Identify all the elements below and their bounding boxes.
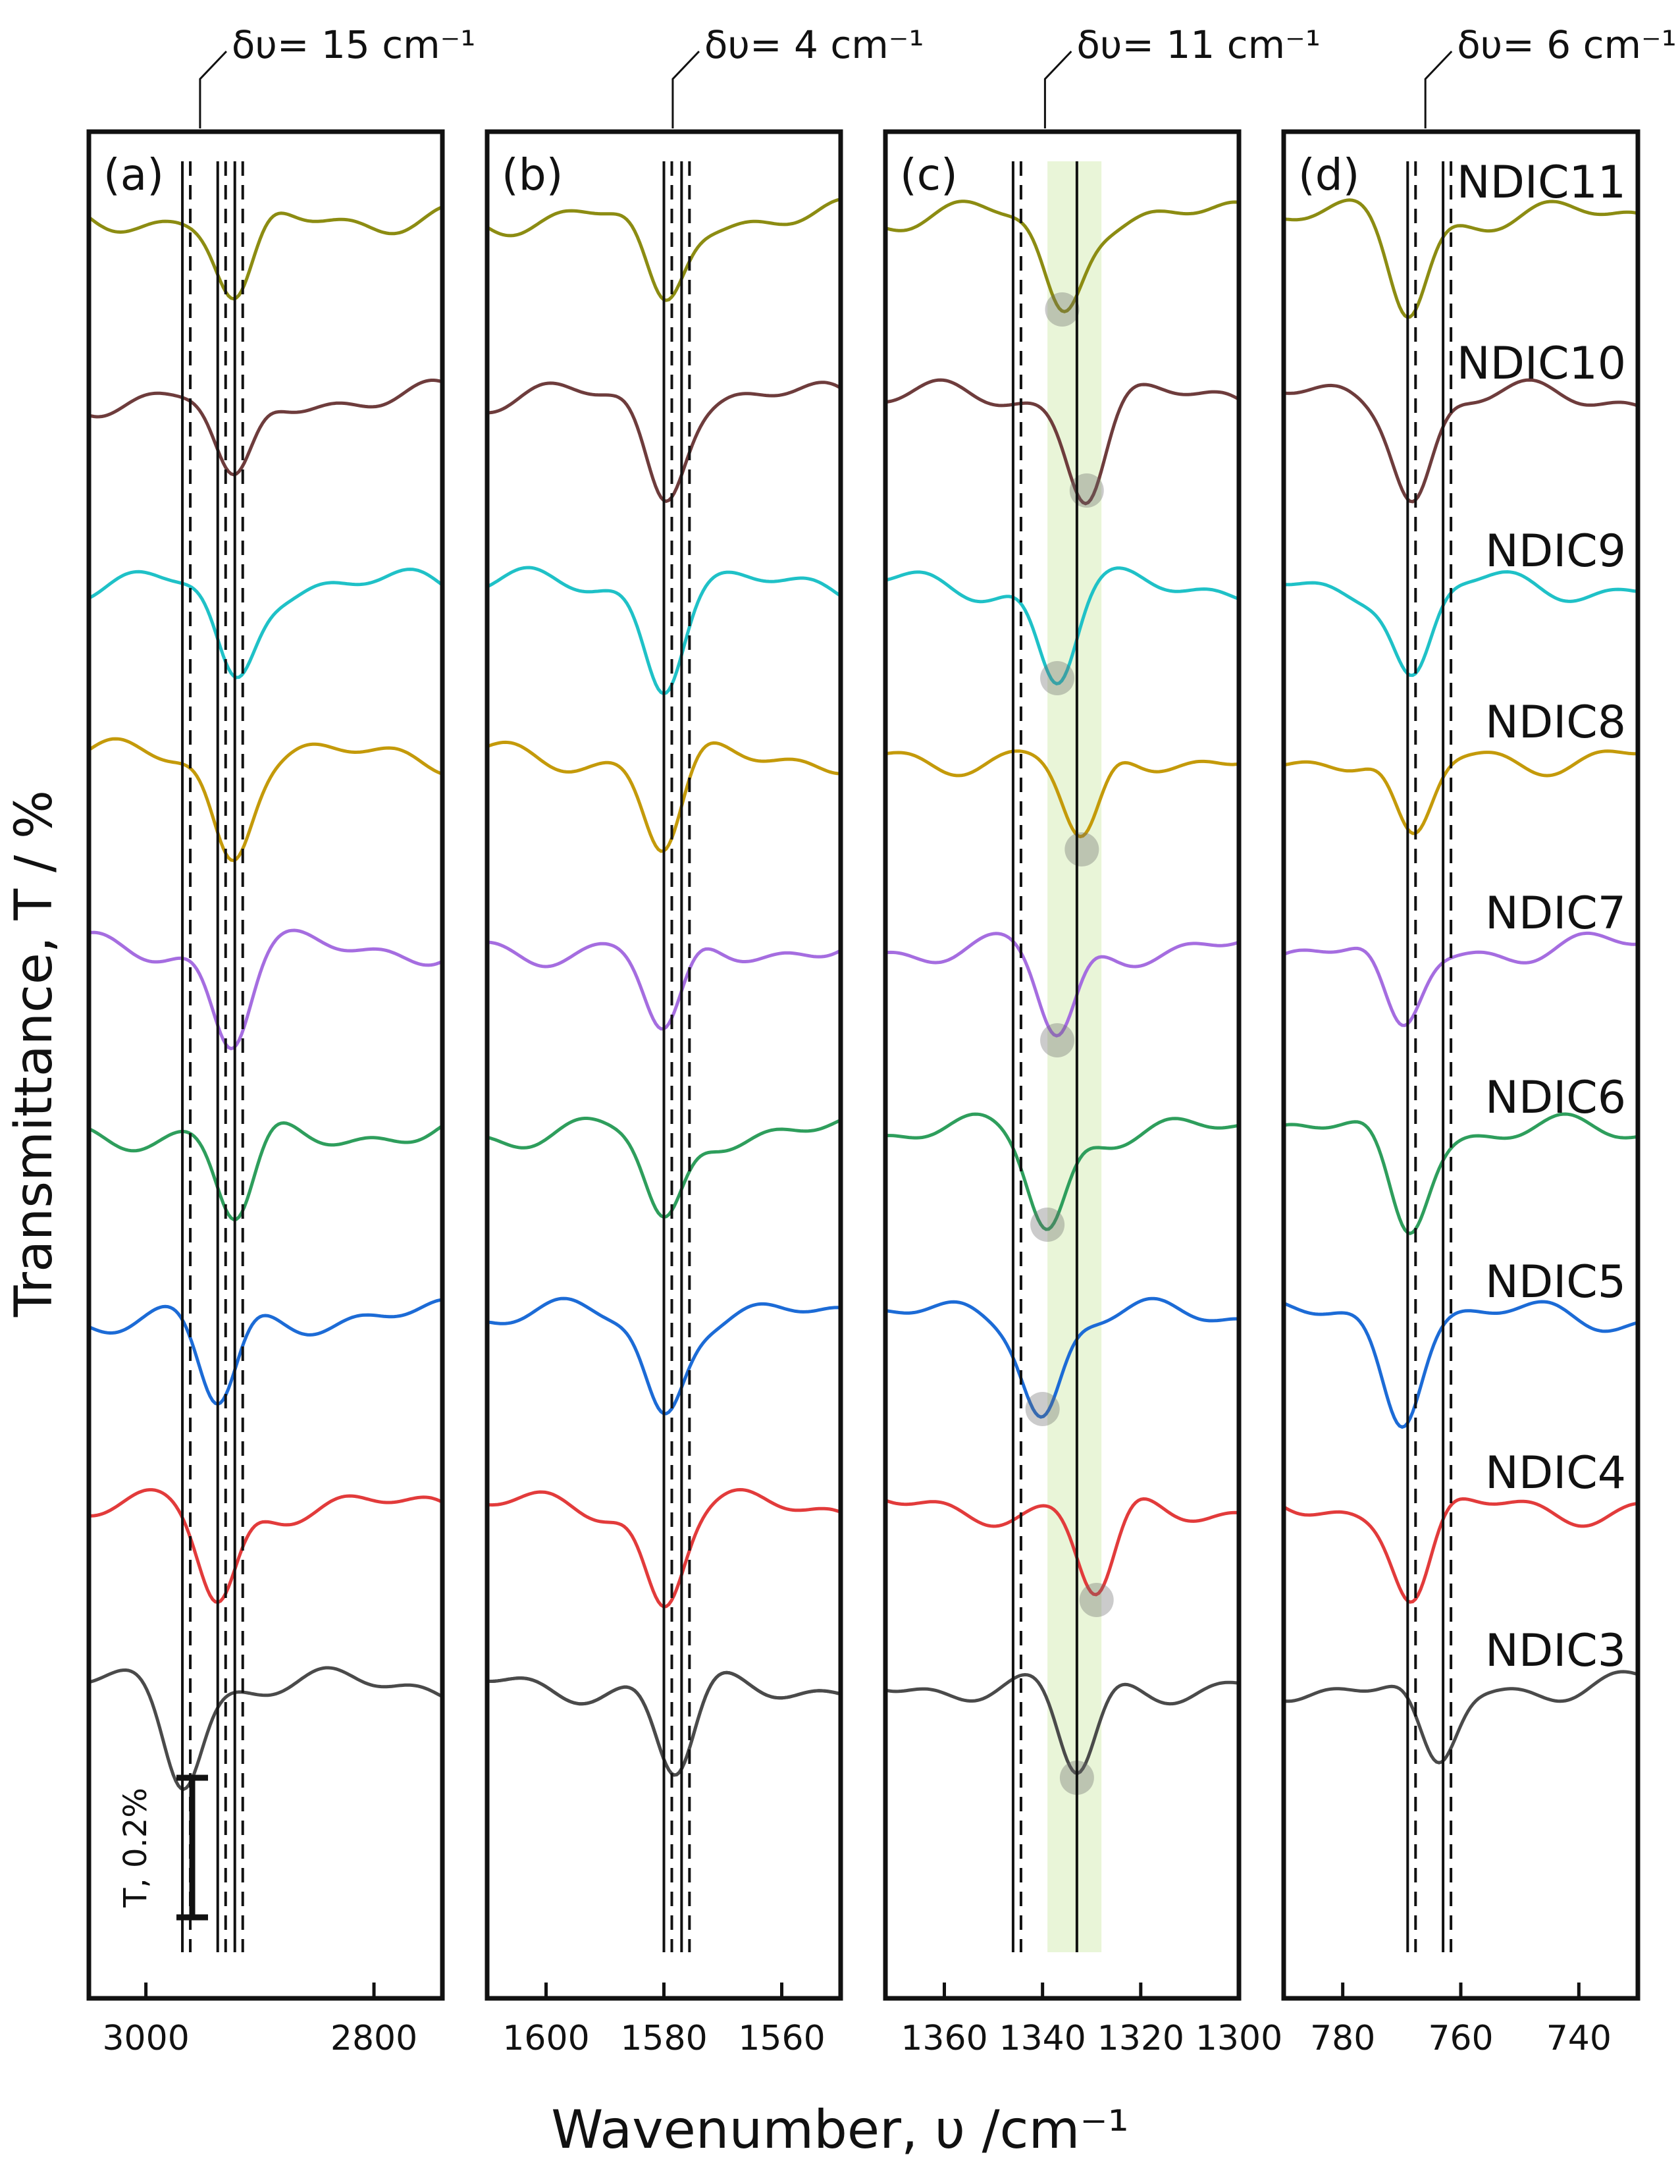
- trace-ndic10: [885, 378, 1240, 506]
- trace-ndic5: [885, 1296, 1238, 1419]
- shift-annotation: δυ= 11 cm⁻¹: [1076, 22, 1321, 67]
- x-tick-label: 740: [1546, 2019, 1612, 2058]
- shift-leader: [671, 50, 700, 128]
- trace-ndic5: [1283, 1300, 1637, 1429]
- panel-label: (d): [1298, 149, 1359, 200]
- panel-label: (c): [900, 149, 958, 200]
- trace-ndic3: [885, 1672, 1239, 1775]
- x-tick-label: 3000: [102, 2019, 189, 2058]
- trace-ndic8: [1283, 749, 1637, 836]
- y-axis-label: Transmittance, T / %: [5, 790, 64, 1318]
- x-tick-label: 1580: [620, 2019, 707, 2058]
- sample-label-ndic8: NDIC8: [1485, 697, 1626, 749]
- trace-ndic7: [885, 932, 1239, 1038]
- x-tick-label: 1560: [738, 2019, 825, 2058]
- trace-ndic8: [885, 749, 1239, 839]
- x-tick-label: 760: [1428, 2019, 1493, 2058]
- trace-ndic9: [88, 568, 443, 679]
- trace-ndic6: [1283, 1112, 1637, 1235]
- trace-ndic4: [89, 1488, 443, 1605]
- trough-marker-ndic6: [1030, 1208, 1065, 1242]
- trace-ndic4: [885, 1497, 1239, 1597]
- scale-bar-label: T, 0.2%: [117, 1788, 154, 1908]
- trace-ndic8: [88, 737, 442, 863]
- sample-labels: NDIC11 NDIC10 NDIC9 NDIC8 NDIC7 NDIC6 NDIC5 NDI…: [1457, 157, 1626, 1677]
- trace-ndic4: [1282, 1497, 1637, 1604]
- panel-frame: [883, 129, 1242, 2001]
- panels: 3000 2800 (a) δυ= 15 cm⁻¹ 1600 1580 1560 (b) δυ=…: [86, 22, 1677, 2058]
- sample-label-ndic10: NDIC10: [1457, 338, 1626, 390]
- trace-ndic6: [88, 1121, 443, 1221]
- x-tick-label: 2800: [330, 2019, 417, 2058]
- panel-label: (b): [502, 149, 563, 200]
- trace-ndic6: [885, 1112, 1239, 1231]
- shift-leader: [1043, 50, 1072, 128]
- trough-marker-ndic10: [1069, 473, 1104, 508]
- sample-label-ndic5: NDIC5: [1485, 1256, 1626, 1308]
- trace-ndic7: [88, 928, 442, 1051]
- sample-label-ndic3: NDIC3: [1485, 1625, 1626, 1677]
- trough-marker-ndic7: [1040, 1023, 1075, 1057]
- panel-c: 1360 1340 1320 1300 (c) δυ= 11 cm⁻¹: [883, 22, 1321, 2058]
- shift-leader: [1424, 50, 1453, 128]
- sample-label-ndic6: NDIC6: [1485, 1072, 1626, 1124]
- trace-ndic9: [1283, 570, 1637, 678]
- trough-marker-ndic5: [1025, 1392, 1060, 1426]
- trace-ndic7: [1283, 931, 1637, 1027]
- trace-ndic3: [88, 1666, 443, 1792]
- sample-label-ndic4: NDIC4: [1485, 1447, 1626, 1499]
- sample-label-ndic7: NDIC7: [1485, 888, 1626, 940]
- scale-bar: T, 0.2%: [117, 1774, 208, 1921]
- x-axis-label: Wavenumber, υ /cm⁻¹: [551, 2099, 1129, 2160]
- trace-ndic11: [885, 200, 1239, 313]
- trace-ndic3: [1283, 1670, 1637, 1765]
- trace-ndic9: [885, 566, 1239, 686]
- shift-annotation: δυ= 4 cm⁻¹: [704, 22, 924, 67]
- trough-marker-ndic9: [1040, 661, 1075, 695]
- trace-ndic11: [88, 205, 443, 301]
- trace-ndic10: [88, 379, 442, 477]
- shift-leader: [199, 50, 227, 128]
- x-tick-label: 1360: [901, 2019, 987, 2058]
- trough-marker-ndic11: [1045, 292, 1080, 327]
- trace-ndic10: [1283, 378, 1637, 504]
- trough-marker-ndic8: [1064, 832, 1099, 866]
- panel-frame: [86, 129, 445, 2001]
- trace-ndic5: [88, 1298, 442, 1406]
- highlight-band: [1047, 161, 1102, 1952]
- x-tick-label: 1340: [999, 2019, 1086, 2058]
- x-tick-label: 1300: [1195, 2019, 1282, 2058]
- panel-b: 1600 1580 1560 (b) δυ= 4 cm⁻¹: [485, 22, 924, 2058]
- panel-a: 3000 2800 (a) δυ= 15 cm⁻¹: [86, 22, 476, 2058]
- sample-label-ndic9: NDIC9: [1485, 525, 1626, 577]
- panel-label: (a): [103, 149, 164, 200]
- panel-d: 780 760 740 (d) δυ= 6 cm⁻¹: [1281, 22, 1677, 2058]
- x-tick-label: 1600: [502, 2019, 589, 2058]
- shift-annotation: δυ= 15 cm⁻¹: [232, 22, 476, 67]
- x-tick-label: 780: [1310, 2019, 1375, 2058]
- shift-annotation: δυ= 6 cm⁻¹: [1457, 22, 1677, 67]
- sample-label-ndic11: NDIC11: [1457, 157, 1626, 209]
- trough-marker-ndic4: [1079, 1583, 1114, 1617]
- trace-ndic11: [1283, 198, 1637, 319]
- x-tick-label: 1320: [1097, 2019, 1184, 2058]
